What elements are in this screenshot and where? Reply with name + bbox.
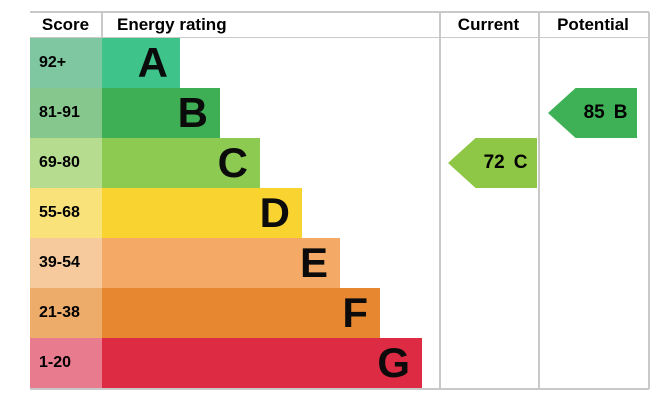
band-letter-C: C	[217, 139, 248, 186]
band-row-G: 1-20 G	[30, 338, 422, 388]
band-letter-D: D	[259, 189, 290, 236]
energy-rating-column-header: Energy rating	[117, 15, 227, 34]
band-bar-E: E	[102, 238, 340, 288]
band-bar-B: B	[102, 88, 220, 138]
current-rating-value: 72	[483, 152, 505, 173]
current-column-header: Current	[457, 15, 520, 34]
score-range-E: 39-54	[30, 238, 102, 288]
potential-column-header: Potential	[557, 15, 629, 34]
current-rating-arrow: 72 C	[448, 138, 537, 188]
band-letter-A: A	[137, 39, 168, 86]
table-top-border	[30, 11, 649, 13]
band-row-B: 81-91 B	[30, 88, 220, 138]
band-letter-F: F	[342, 289, 368, 336]
header-underline	[30, 37, 649, 38]
divider-current-potential	[538, 12, 540, 389]
band-letter-E: E	[299, 239, 328, 286]
potential-rating-letter: B	[613, 102, 628, 123]
band-row-F: 21-38 F	[30, 288, 380, 338]
score-range-D: 55-68	[30, 188, 102, 238]
score-range-A: 92+	[30, 38, 102, 88]
potential-rating-value: 85	[583, 102, 605, 123]
score-range-C: 69-80	[30, 138, 102, 188]
score-range-F: 21-38	[30, 288, 102, 338]
band-row-D: 55-68 D	[30, 188, 302, 238]
band-row-A: 92+ A	[30, 38, 180, 88]
divider-rating-current	[439, 12, 441, 389]
band-bar-A: A	[102, 38, 180, 88]
band-bar-G: G	[102, 338, 422, 388]
band-bar-D: D	[102, 188, 302, 238]
current-rating-letter: C	[513, 152, 528, 173]
band-row-C: 69-80 C	[30, 138, 260, 188]
score-column-header: Score	[41, 15, 90, 34]
band-letter-G: G	[377, 339, 410, 386]
table-right-border	[648, 12, 650, 389]
score-range-G: 1-20	[30, 338, 102, 388]
table-bottom-border	[30, 388, 649, 390]
divider-score-rating	[101, 12, 103, 37]
band-bar-F: F	[102, 288, 380, 338]
band-row-E: 39-54 E	[30, 238, 340, 288]
band-letter-B: B	[177, 89, 208, 136]
score-range-B: 81-91	[30, 88, 102, 138]
band-bar-C: C	[102, 138, 260, 188]
potential-rating-arrow: 85 B	[548, 88, 637, 138]
